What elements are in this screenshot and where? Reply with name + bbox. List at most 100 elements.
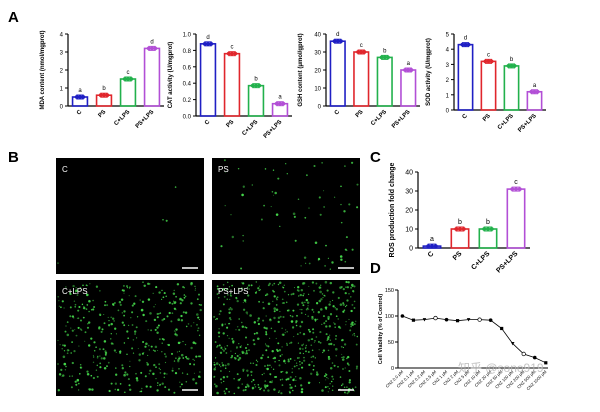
data-point [332, 39, 337, 44]
fluorescent-cell [244, 336, 248, 339]
fluorescent-cell [298, 367, 300, 370]
fluorescent-cell [341, 353, 343, 355]
data-point [362, 50, 367, 54]
fluorescent-cell [352, 289, 355, 293]
fluorescent-cell [324, 386, 327, 389]
fluorescent-cell [166, 344, 168, 346]
fluorescent-cell [88, 321, 91, 324]
fluorescent-cell [269, 364, 271, 366]
fluorescent-cell [159, 372, 162, 374]
fluorescent-cell [157, 350, 159, 351]
data-point [486, 227, 490, 231]
fluorescent-cell [147, 354, 149, 356]
data-point [458, 227, 462, 231]
data-point [422, 318, 427, 322]
bar [450, 228, 470, 249]
fluorescent-cell [270, 381, 273, 384]
fluorescent-cell [149, 312, 152, 315]
fluorescent-cell [144, 375, 147, 378]
fluorescent-cell [292, 389, 294, 392]
fluorescent-cell [224, 364, 227, 367]
y-tick-label: 40 [405, 170, 413, 177]
fluorescent-cell [139, 391, 141, 393]
fluorescent-cell [252, 339, 255, 342]
fluorescent-cell [312, 328, 315, 331]
fluorescent-cell [307, 307, 309, 309]
fluorescent-cell [246, 352, 249, 355]
fluorescent-cell [345, 324, 347, 326]
fluorescent-cell [73, 300, 76, 302]
y-tick-label: 30 [405, 189, 413, 196]
fluorescent-cell [76, 378, 80, 382]
fluorescent-cell [142, 281, 144, 284]
fluorescent-cell [226, 294, 229, 296]
fluorescent-cell [296, 357, 299, 359]
data-point [433, 315, 438, 321]
fluorescent-cell [115, 367, 117, 369]
data-point [129, 77, 134, 81]
fluorescent-cell [236, 299, 239, 303]
fluorescent-cell [236, 373, 239, 376]
fluorescent-cell [331, 261, 334, 264]
fluorescent-cell [157, 324, 160, 327]
fluorescent-cell [275, 213, 279, 216]
fluorescent-cell [181, 299, 184, 302]
data-point [359, 50, 364, 54]
fluorescent-cell [267, 345, 270, 348]
category-dose: 1 μM [438, 369, 449, 380]
x-tick-label: C [427, 250, 436, 259]
fluorescent-cell [112, 317, 115, 320]
fluorescent-cell [291, 315, 294, 318]
fluorescent-cell [348, 203, 351, 206]
fluorescent-cell [71, 375, 74, 377]
fluorescent-cell [285, 371, 288, 374]
fluorescent-cell [184, 311, 188, 314]
fluorescent-cell [263, 326, 266, 329]
fluorescent-cell [196, 298, 199, 301]
fluorescent-cell [354, 386, 357, 389]
fluorescent-cell [334, 326, 336, 328]
fluorescent-cell [350, 296, 352, 298]
y-tick-label: 40 [314, 33, 321, 39]
fluorescent-cell [306, 174, 308, 177]
fluorescent-cell [226, 288, 229, 291]
fluorescent-cell [290, 320, 294, 323]
y-axis-title: Cell Viability (% of Control) [378, 294, 384, 365]
fluorescent-cell [303, 256, 307, 259]
fluorescent-cell [115, 373, 118, 376]
data-point [521, 351, 526, 357]
data-point [444, 317, 449, 322]
fluorescent-cell [242, 302, 244, 304]
fluorescent-cell [199, 376, 201, 378]
fluorescent-cell [74, 303, 77, 306]
fluorescent-cell [97, 355, 99, 358]
fluorescent-cell [159, 384, 161, 387]
x-tick-label: PS+LPS [495, 250, 519, 274]
data-point [466, 318, 471, 322]
fluorescent-cell [267, 284, 270, 287]
fluorescent-cell [185, 355, 188, 359]
fluorescent-cell [131, 347, 134, 350]
fluorescent-cell [269, 374, 272, 376]
fluorescent-cell [353, 333, 355, 335]
fluorescent-cell [148, 282, 151, 285]
fluorescent-cell [221, 324, 224, 327]
fluorescent-cell [222, 376, 226, 379]
fluorescent-cell [289, 357, 292, 360]
fluorescent-cell [71, 315, 75, 318]
fluorescent-cell [230, 294, 233, 297]
fluorescent-cell [307, 305, 309, 307]
data-point [489, 227, 494, 231]
fluorescent-cell [127, 337, 130, 340]
fluorescent-cell [299, 360, 301, 363]
fluorescent-cell [227, 362, 230, 366]
fluorescent-cell [250, 284, 253, 287]
fluorescent-cell [194, 285, 196, 287]
fluorescent-cell [269, 337, 271, 339]
fluorescent-cell [314, 357, 316, 359]
fluorescent-cell [196, 329, 199, 332]
fluorescent-cell [295, 362, 298, 364]
fluorescent-cell [253, 343, 256, 346]
fluorescent-cell [317, 260, 319, 262]
fluorescent-cell [107, 316, 109, 318]
